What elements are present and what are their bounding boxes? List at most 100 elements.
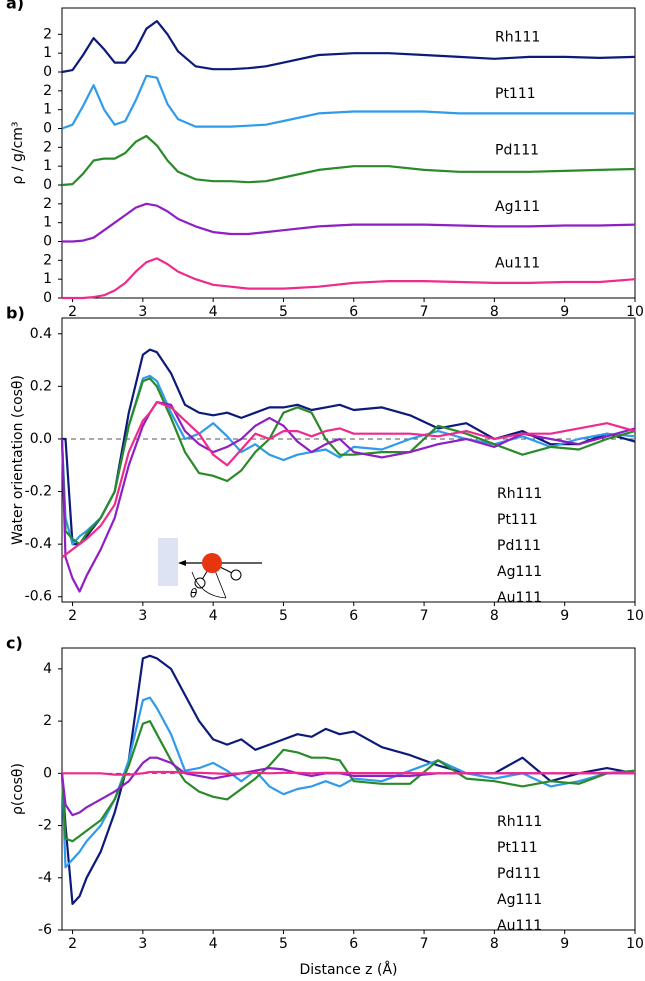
panel: c) ρ(cosθ) Distance z (Å) 2 3 4 5 6 7 8 9 10 -6 -4 -2 0…	[6, 634, 644, 979]
x-tick-label: 8	[490, 608, 499, 624]
y-axis-label: ρ(cosθ)	[10, 763, 26, 815]
data-line	[60, 720, 636, 843]
y-tick-label: -6	[38, 922, 52, 938]
x-tick-label: 7	[420, 608, 429, 624]
data-line	[60, 401, 636, 593]
legend-entry: Rh111	[497, 486, 542, 502]
series-label: Pd111	[495, 143, 539, 159]
panel-label: b)	[6, 304, 25, 323]
series-label: Pt111	[495, 86, 536, 102]
panel-label: c)	[6, 634, 23, 653]
angle-label: θ	[190, 587, 198, 601]
x-tick-label: 8	[490, 936, 499, 952]
y-tick-label: 0	[43, 234, 52, 250]
y-tick-label: 1	[43, 102, 52, 118]
x-tick-label: 5	[279, 608, 288, 624]
x-tick-label: 4	[209, 936, 218, 952]
y-axis-label: ρ / g/cm³	[10, 121, 26, 184]
y-tick-label: 0	[43, 121, 52, 137]
x-tick-label: 8	[490, 304, 499, 320]
plot-frame	[61, 647, 636, 931]
y-tick-label: -0.4	[25, 536, 52, 552]
y-tick-label: 0	[43, 64, 52, 80]
y-tick-label: -2	[38, 818, 52, 834]
y-axis-label: Water orientation (cosθ)	[10, 375, 26, 545]
y-tick-label: -4	[38, 870, 52, 886]
x-tick-label: 9	[560, 936, 569, 952]
x-tick-label: 5	[279, 936, 288, 952]
x-tick-label: 9	[560, 304, 569, 320]
plot-frame	[61, 317, 636, 603]
legend-entry: Rh111	[497, 814, 542, 830]
y-tick-label: 0	[43, 177, 52, 193]
x-tick-label: 3	[138, 936, 147, 952]
legend-entry: Ag111	[497, 892, 542, 908]
surface-box	[158, 538, 178, 586]
legend-entry: Pd111	[497, 538, 541, 554]
x-tick-label: 6	[349, 936, 358, 952]
x-tick-label: 7	[420, 936, 429, 952]
x-tick-label: 9	[560, 608, 569, 624]
y-tick-label: 1	[43, 158, 52, 174]
orientation-inset: θ	[158, 538, 262, 601]
legend-entry: Pt111	[497, 840, 538, 856]
legend-entry: Ag111	[497, 564, 542, 580]
x-tick-label: 2	[68, 936, 77, 952]
data-line	[60, 377, 636, 546]
y-tick-label: 2	[43, 713, 52, 729]
hydrogen	[230, 569, 242, 581]
data-line	[62, 770, 636, 776]
x-tick-label: 2	[68, 304, 77, 320]
x-tick-label: 2	[68, 608, 77, 624]
x-axis-label: Distance z (Å)	[300, 961, 398, 978]
series-label: Rh111	[495, 30, 540, 46]
plot-frame	[61, 7, 636, 299]
legend-entry: Pd111	[497, 866, 541, 882]
x-tick-label: 3	[138, 608, 147, 624]
y-tick-label: 1	[43, 45, 52, 61]
y-tick-label: 1	[43, 271, 52, 287]
y-tick-label: -0.6	[25, 589, 52, 605]
data-line	[61, 74, 635, 130]
series-label: Ag111	[495, 199, 540, 215]
data-line	[62, 202, 636, 243]
x-tick-label: 10	[626, 608, 644, 624]
panel: b) Water orientation (cosθ) 2 3 4 5 6 7 8 9 10 -0.6…	[6, 304, 644, 625]
y-tick-label: 0.2	[30, 378, 52, 394]
y-tick-label: 0.0	[30, 431, 52, 447]
y-tick-label: -0.2	[25, 484, 52, 500]
y-tick-label: 2	[43, 196, 52, 212]
x-tick-label: 4	[209, 608, 218, 624]
x-tick-label: 10	[626, 304, 644, 320]
hydrogen	[194, 577, 206, 589]
y-tick-label: 0	[43, 290, 52, 306]
y-tick-label: 0.4	[30, 326, 52, 342]
x-tick-label: 10	[626, 936, 644, 952]
y-tick-label: 2	[43, 252, 52, 268]
x-tick-label: 4	[209, 304, 218, 320]
data-line	[62, 257, 636, 300]
data-line	[60, 374, 636, 546]
x-tick-label: 6	[349, 304, 358, 320]
angle-arc	[191, 571, 227, 599]
x-tick-label: 7	[420, 304, 429, 320]
data-line	[60, 654, 636, 905]
y-tick-label: 0	[43, 765, 52, 781]
arrow-head	[178, 560, 186, 566]
legend-entry: Au111	[497, 918, 542, 934]
data-line	[61, 401, 636, 559]
x-tick-label: 3	[138, 304, 147, 320]
series-label: Au111	[495, 256, 540, 272]
data-line	[61, 134, 636, 187]
legend-entry: Au111	[497, 590, 542, 606]
panel-label: a)	[6, 0, 24, 13]
y-tick-label: 1	[43, 215, 52, 231]
y-tick-label: 2	[43, 139, 52, 155]
y-tick-label: 4	[43, 661, 52, 677]
y-tick-label: 2	[43, 83, 52, 99]
y-tick-label: 2	[43, 26, 52, 42]
x-tick-label: 5	[279, 304, 288, 320]
oxygen	[202, 553, 222, 573]
